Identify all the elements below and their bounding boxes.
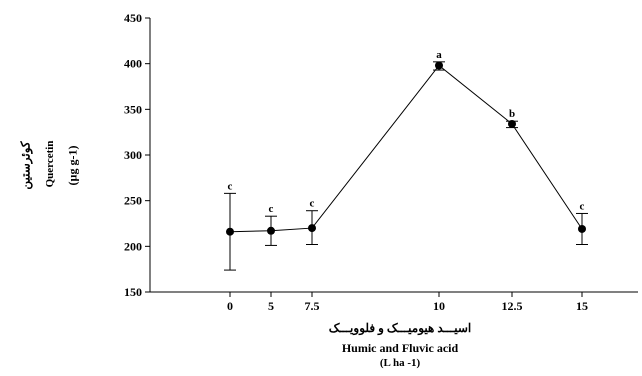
x-axis-title-persian: اسیـــد هیومیـــک و فلوویـــک [328, 321, 472, 335]
x-tick-label: 12.5 [502, 299, 523, 313]
y-tick-label: 250 [124, 194, 142, 208]
y-axis-title-persian: کوئرستین [18, 141, 33, 190]
y-tick-label: 400 [124, 57, 142, 71]
error-bars [224, 61, 588, 271]
y-tick-label: 200 [124, 239, 142, 253]
y-tick-label: 150 [124, 285, 142, 299]
data-point [435, 61, 443, 70]
y-tick-label: 450 [124, 11, 142, 25]
data-point [308, 224, 316, 233]
data-point [578, 224, 586, 233]
y-tick-label: 300 [124, 148, 142, 162]
x-tick-label: 5 [268, 299, 274, 313]
significance-letter: c [310, 198, 315, 210]
axes: 150 200 250 300 350 400 450 0 5 7.5 10 12.5 15 [124, 11, 638, 313]
y-axis-title: کوئرستین Quercetin (µg g-1) [10, 112, 90, 222]
significance-letter: b [509, 108, 515, 120]
y-axis-title-unit: (µg g-1) [65, 145, 80, 186]
x-tick-label: 0 [227, 299, 233, 313]
x-axis-title-unit: (L ha -1) [379, 357, 421, 369]
significance-letter: a [436, 49, 442, 61]
x-tick-label: 10 [433, 299, 445, 313]
x-tick-label: 7.5 [305, 299, 320, 313]
x-tick-label: 15 [576, 299, 588, 313]
significance-letter: c [228, 180, 233, 192]
x-axis-title-english: Humic and Fluvic acid [341, 341, 459, 355]
data-point [267, 226, 275, 235]
significance-letter: c [580, 200, 585, 212]
data-point [226, 227, 234, 236]
significance-letter: c [269, 203, 274, 215]
y-tick-label: 350 [124, 102, 142, 116]
y-axis-title-english: Quercetin [44, 140, 56, 188]
letter-labels: c c c a b c [228, 49, 585, 215]
series-line [226, 61, 586, 236]
data-point [508, 119, 516, 128]
series-polyline [229, 64, 583, 233]
